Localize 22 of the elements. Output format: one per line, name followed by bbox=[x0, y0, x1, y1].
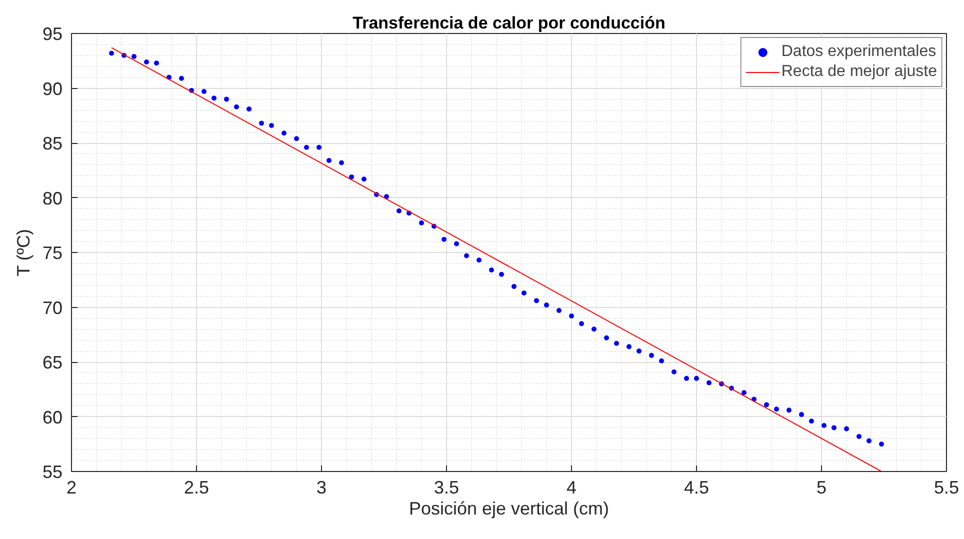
x-tick-label: 3.5 bbox=[434, 478, 460, 498]
x-axis-title: Posición eje vertical (cm) bbox=[408, 498, 610, 518]
x-tick-label: 3 bbox=[316, 478, 327, 498]
x-tick-label: 4 bbox=[566, 478, 577, 498]
x-tick-label: 5.5 bbox=[934, 478, 960, 498]
y-tick-label: 75 bbox=[42, 243, 63, 263]
y-tick-label: 80 bbox=[42, 188, 63, 208]
x-tick-label: 2 bbox=[66, 478, 77, 498]
chart-title: Transferencia de calor por conducción bbox=[352, 14, 666, 32]
y-axis-title: T (ºC) bbox=[13, 229, 34, 276]
x-tick-label: 2.5 bbox=[184, 478, 210, 498]
y-tick-label: 70 bbox=[42, 298, 63, 318]
y-tick-label: 85 bbox=[42, 134, 63, 154]
legend-label: Recta de mejor ajuste bbox=[781, 63, 937, 81]
y-tick-label: 95 bbox=[42, 24, 63, 44]
y-tick-label: 60 bbox=[42, 407, 63, 428]
legend-label: Datos experimentales bbox=[781, 43, 936, 61]
y-tick-label: 65 bbox=[42, 352, 63, 372]
x-tick-label: 5 bbox=[816, 478, 827, 498]
x-tick-label: 4.5 bbox=[684, 478, 710, 498]
y-tick-label: 90 bbox=[42, 78, 63, 99]
y-tick-label: 55 bbox=[42, 462, 63, 482]
